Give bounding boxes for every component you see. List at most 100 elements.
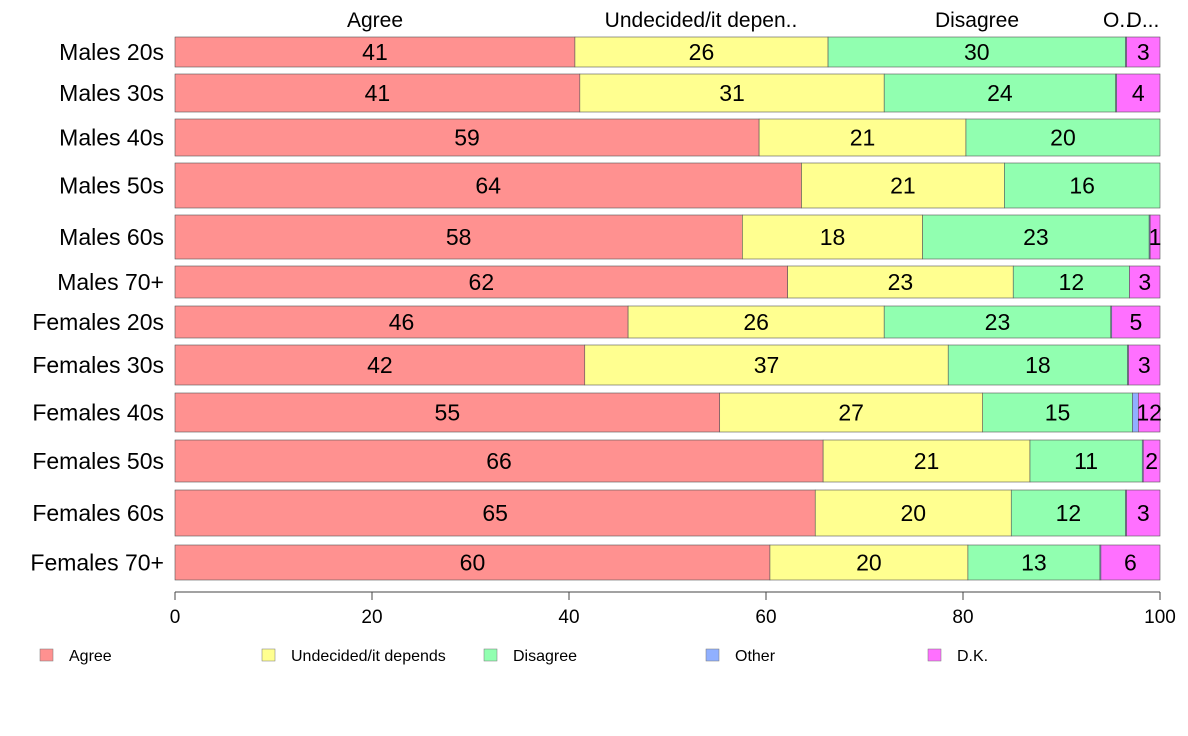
bar-d-k-males-30s bbox=[1116, 73, 1161, 113]
bar-undecided-it-depends-females-50s bbox=[822, 439, 1031, 483]
bar-undecided-it-depends-males-30s bbox=[579, 73, 885, 113]
legend-label-undecided-it-depends: Undecided/it depends bbox=[291, 648, 446, 665]
legend-label-other: Other bbox=[735, 648, 776, 665]
bar-agree-males-20s bbox=[174, 36, 576, 68]
bar-undecided-it-depends-males-20s bbox=[574, 36, 829, 68]
bar-agree-females-40s bbox=[174, 392, 721, 433]
value-label-agree-males-70: 62 bbox=[469, 269, 495, 295]
value-label-disagree-females-30s: 18 bbox=[1025, 352, 1051, 378]
legend-swatch-undecided-it-depends bbox=[261, 648, 276, 662]
value-label-d-k-females-20s: 5 bbox=[1129, 309, 1142, 335]
value-label-undecided-it-depends-females-60s: 20 bbox=[900, 500, 926, 526]
value-label-agree-males-40s: 59 bbox=[454, 125, 480, 151]
value-label-d-k-females-30s: 3 bbox=[1138, 352, 1151, 378]
x-tick-label-100: 100 bbox=[1144, 607, 1176, 628]
category-label-females-20s: Females 20s bbox=[32, 309, 164, 335]
value-label-d-k-females-40s: 12 bbox=[1136, 400, 1162, 426]
category-label-females-70: Females 70+ bbox=[30, 550, 164, 576]
category-label-males-50s: Males 50s bbox=[59, 173, 164, 199]
value-label-agree-males-20s: 41 bbox=[362, 39, 388, 65]
bar-agree-females-70 bbox=[174, 544, 771, 581]
x-tick-label-80: 80 bbox=[952, 607, 973, 628]
bar-agree-males-70 bbox=[174, 265, 788, 299]
value-label-disagree-females-40s: 15 bbox=[1045, 400, 1071, 426]
value-label-d-k-females-70: 6 bbox=[1124, 550, 1137, 576]
value-label-undecided-it-depends-males-70: 23 bbox=[888, 269, 914, 295]
bar-d-k-females-70 bbox=[1100, 544, 1161, 581]
value-label-undecided-it-depends-males-30s: 31 bbox=[719, 80, 745, 106]
bar-agree-females-30s bbox=[174, 344, 586, 386]
value-label-agree-males-50s: 64 bbox=[475, 173, 501, 199]
bar-disagree-males-70 bbox=[1012, 265, 1130, 299]
bar-agree-females-60s bbox=[174, 489, 816, 537]
value-label-undecided-it-depends-females-30s: 37 bbox=[754, 352, 780, 378]
bar-disagree-males-30s bbox=[883, 73, 1116, 113]
bar-disagree-males-20s bbox=[827, 36, 1126, 68]
bar-d-k-females-20s bbox=[1111, 305, 1161, 339]
value-label-undecided-it-depends-females-40s: 27 bbox=[838, 400, 864, 426]
bar-disagree-females-70 bbox=[967, 544, 1101, 581]
bar-disagree-females-50s bbox=[1029, 439, 1143, 483]
bar-d-k-males-70 bbox=[1129, 265, 1161, 299]
value-label-disagree-females-50s: 11 bbox=[1074, 448, 1098, 474]
bar-disagree-males-60s bbox=[922, 214, 1150, 260]
value-label-agree-females-30s: 42 bbox=[367, 352, 393, 378]
value-label-d-k-males-30s: 4 bbox=[1132, 80, 1145, 106]
top-series-label-4: D... bbox=[1127, 9, 1160, 32]
category-label-females-30s: Females 30s bbox=[32, 352, 164, 378]
bar-d-k-females-50s bbox=[1142, 439, 1161, 483]
category-label-females-60s: Females 60s bbox=[32, 500, 164, 526]
value-label-agree-females-50s: 66 bbox=[486, 448, 512, 474]
value-label-d-k-females-50s: 2 bbox=[1145, 448, 1158, 474]
bar-d-k-males-20s bbox=[1126, 36, 1161, 68]
category-label-males-60s: Males 60s bbox=[59, 224, 164, 250]
legend-label-disagree: Disagree bbox=[513, 648, 577, 665]
value-label-undecided-it-depends-males-20s: 26 bbox=[689, 39, 715, 65]
bar-agree-females-20s bbox=[174, 305, 629, 339]
bar-agree-males-40s bbox=[174, 118, 760, 157]
value-label-d-k-males-60s: 1 bbox=[1149, 224, 1162, 250]
value-label-undecided-it-depends-females-70: 20 bbox=[856, 550, 882, 576]
value-label-d-k-males-70: 3 bbox=[1138, 269, 1151, 295]
category-label-males-40s: Males 40s bbox=[59, 125, 164, 151]
bar-undecided-it-depends-males-60s bbox=[742, 214, 923, 260]
bar-undecided-it-depends-females-60s bbox=[814, 489, 1012, 537]
value-label-undecided-it-depends-males-50s: 21 bbox=[890, 173, 916, 199]
legend-swatch-disagree bbox=[483, 648, 498, 662]
bar-disagree-females-20s bbox=[883, 305, 1112, 339]
bar-disagree-males-40s bbox=[965, 118, 1161, 157]
legend-label-agree: Agree bbox=[69, 648, 112, 665]
legend-swatch-agree bbox=[39, 648, 54, 662]
x-tick-label-40: 40 bbox=[558, 607, 579, 628]
bar-undecided-it-depends-males-40s bbox=[758, 118, 967, 157]
legend-swatch-d-k bbox=[927, 648, 942, 662]
category-label-males-70: Males 70+ bbox=[57, 269, 164, 295]
category-label-males-30s: Males 30s bbox=[59, 80, 164, 106]
value-label-disagree-males-70: 12 bbox=[1059, 269, 1085, 295]
value-label-agree-males-60s: 58 bbox=[446, 224, 472, 250]
bar-undecided-it-depends-males-50s bbox=[801, 162, 1005, 209]
bar-d-k-females-30s bbox=[1128, 344, 1161, 386]
x-tick-label-0: 0 bbox=[170, 607, 181, 628]
bar-undecided-it-depends-females-70 bbox=[769, 544, 969, 581]
value-label-disagree-males-60s: 23 bbox=[1023, 224, 1049, 250]
bar-d-k-females-60s bbox=[1126, 489, 1161, 537]
category-label-females-50s: Females 50s bbox=[32, 448, 164, 474]
bar-disagree-females-60s bbox=[1010, 489, 1126, 537]
bar-agree-females-50s bbox=[174, 439, 824, 483]
bar-d-k-males-60s bbox=[1149, 214, 1161, 260]
top-series-label-2: Disagree bbox=[935, 9, 1019, 32]
top-series-label-0: Agree bbox=[347, 9, 403, 32]
top-series-label-3: O.. bbox=[1103, 9, 1131, 32]
top-series-label-1: Undecided/it depen.. bbox=[605, 9, 798, 32]
value-label-undecided-it-depends-females-20s: 26 bbox=[743, 309, 769, 335]
value-label-undecided-it-depends-males-40s: 21 bbox=[850, 125, 876, 151]
value-label-agree-females-40s: 55 bbox=[435, 400, 461, 426]
category-label-females-40s: Females 40s bbox=[32, 400, 164, 426]
category-label-males-20s: Males 20s bbox=[59, 39, 164, 65]
legend-swatch-other bbox=[705, 648, 720, 662]
value-label-disagree-females-20s: 23 bbox=[985, 309, 1011, 335]
bar-agree-males-30s bbox=[174, 73, 581, 113]
value-label-disagree-females-70: 13 bbox=[1021, 550, 1047, 576]
